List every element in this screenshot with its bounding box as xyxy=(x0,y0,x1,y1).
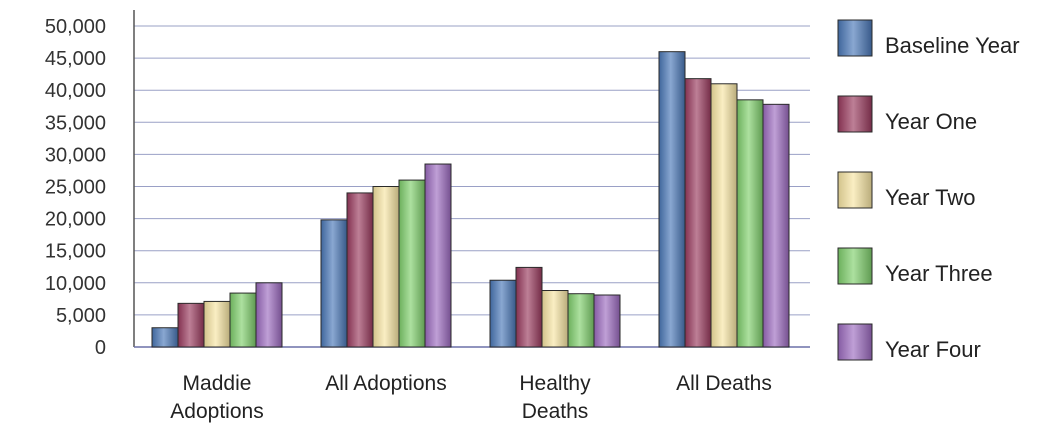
legend-swatch xyxy=(837,19,873,57)
bars xyxy=(151,51,790,348)
y-tick-label: 35,000 xyxy=(45,112,106,134)
legend: Baseline Year Year One Year Two Year Three Y… xyxy=(837,19,1020,362)
bar xyxy=(684,78,712,348)
legend-label: Year Two xyxy=(885,185,976,210)
bar xyxy=(710,83,738,348)
bar xyxy=(177,302,205,348)
y-tick-label: 45,000 xyxy=(45,48,106,70)
y-tick-label: 15,000 xyxy=(45,241,106,263)
legend-label: Year One xyxy=(885,109,977,134)
x-category-label: All Deaths xyxy=(676,372,772,395)
bar xyxy=(593,294,621,348)
bar xyxy=(346,192,374,348)
bar xyxy=(489,279,517,348)
x-category-label: Maddie Adoptions xyxy=(170,372,263,423)
legend-label: Year Three xyxy=(885,261,993,286)
y-tick-label: 20,000 xyxy=(45,209,106,231)
x-category-label: Healthy Deaths xyxy=(519,372,591,423)
y-tick-label: 30,000 xyxy=(45,144,106,166)
legend-swatch xyxy=(837,323,873,361)
bar xyxy=(320,219,348,348)
bar xyxy=(736,99,764,348)
gridlines xyxy=(134,25,810,316)
y-tick-label: 5,000 xyxy=(56,305,106,327)
axis-labels: 0 5,000 10,000 15,000 20,000 25,000 30,000 35,0… xyxy=(45,16,772,423)
bar xyxy=(658,51,686,348)
legend-swatch xyxy=(837,171,873,209)
y-tick-label: 0 xyxy=(95,337,106,359)
x-category-label: All Adoptions xyxy=(325,372,446,395)
y-tick-label: 10,000 xyxy=(45,273,106,295)
y-tick-label: 40,000 xyxy=(45,80,106,102)
legend-swatch xyxy=(837,95,873,133)
bar xyxy=(151,327,179,348)
bar xyxy=(372,186,400,348)
bar xyxy=(255,282,283,348)
legend-swatch xyxy=(837,247,873,285)
bar xyxy=(424,163,452,348)
bar xyxy=(515,266,543,348)
y-tick-label: 50,000 xyxy=(45,16,106,38)
legend-label: Baseline Year xyxy=(885,33,1020,58)
bar xyxy=(541,290,569,348)
bar xyxy=(398,179,426,348)
bar xyxy=(203,300,231,348)
bar xyxy=(567,293,595,348)
legend-label: Year Four xyxy=(885,337,981,362)
bar xyxy=(229,292,257,348)
y-tick-label: 25,000 xyxy=(45,177,106,199)
bar xyxy=(762,103,790,348)
